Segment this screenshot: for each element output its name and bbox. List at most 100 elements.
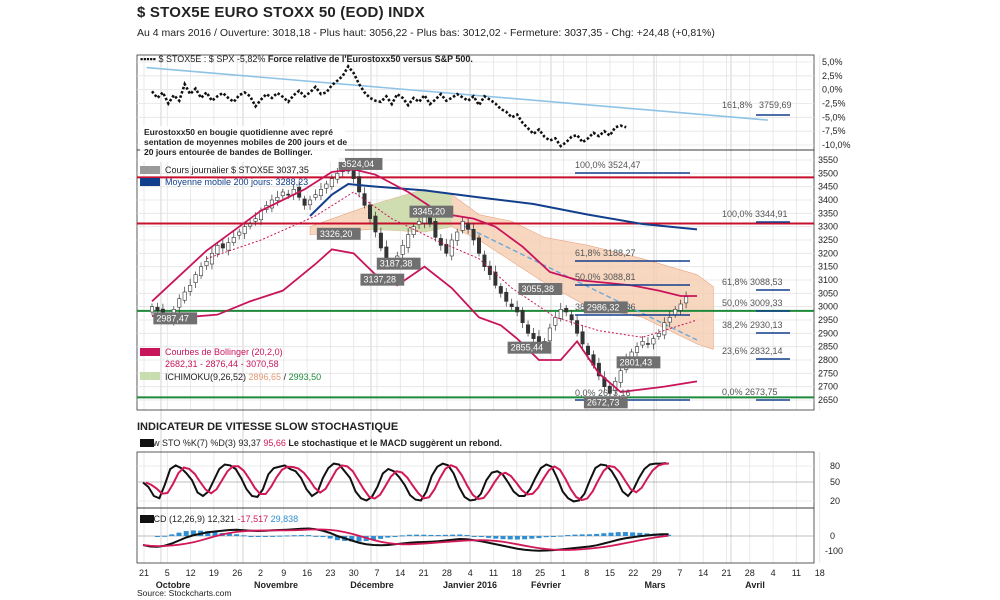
candle-body (318, 189, 323, 197)
price-legend-1: Moyenne mobile 200 jours: 3288,23 (165, 177, 308, 187)
candle-body (618, 370, 623, 383)
macd-hist-bar (399, 535, 405, 537)
price-tick-17: 2700 (818, 382, 838, 392)
macd-hist-bar (594, 533, 600, 536)
price-label-0-bg (338, 157, 383, 170)
x-tick-2: 12 (186, 568, 196, 578)
rs-tick-2: 0,0% (822, 85, 843, 95)
fib-label-3: 50,0% (575, 272, 603, 282)
x-tick-29: 18 (815, 568, 825, 578)
price-label-7-text: 2986,32 (587, 302, 620, 312)
macd-panel: 0 -100 MACD (12,26,9) 12,321 -17,517 29,83… (137, 514, 843, 556)
macd-hist-bar (176, 532, 182, 536)
macd-hist-bar (428, 534, 434, 536)
price-legend-box: Eurostoxx50 en bougie quotidienne avec r… (140, 126, 349, 162)
source-note: Source: Stockcharts.com (137, 588, 232, 598)
candle-body (656, 333, 661, 337)
candle-body (335, 173, 340, 180)
candle-body (526, 324, 531, 334)
macd-hist-bar (277, 535, 283, 537)
fib-level-1: 100,0% 3344,91 (722, 209, 788, 219)
macd-hist-bar (320, 536, 326, 538)
price-label-7-bg (583, 301, 628, 314)
x-tick-27: 4 (771, 568, 776, 578)
candle-body (313, 194, 318, 198)
candle-body (231, 237, 236, 243)
sto-legend-k: Slow STO %K(7) %D(3) 93,37 (140, 438, 263, 448)
macd-hist-bar (471, 535, 477, 537)
candle-body (498, 286, 503, 294)
macd-hist-bar (457, 534, 463, 536)
x-tick-18: 1 (561, 568, 566, 578)
price-tick-9: 3100 (818, 275, 838, 285)
candle-body (182, 291, 187, 301)
rs-tick-3: -2,5% (822, 99, 846, 109)
macd-hist-bar (212, 532, 218, 536)
chart-title: $ STOX5E EURO STOXX 50 (EOD) INDX (137, 4, 425, 21)
candle-body (215, 245, 220, 255)
macd-hist-bar (291, 535, 297, 537)
macd-hist-bar (514, 536, 520, 540)
x-tick-9: 30 (349, 568, 359, 578)
macd-swatch (140, 515, 154, 523)
macd-hist-bar (435, 534, 441, 536)
candle-body (308, 199, 313, 206)
macd-hist-bar (507, 536, 513, 540)
x-tick-8: 23 (325, 568, 335, 578)
x-tick-16: 18 (512, 568, 522, 578)
candle-body (466, 223, 471, 230)
macd-hist-bar (284, 535, 290, 537)
candle-body (378, 232, 383, 249)
price-label-2-bg (316, 227, 361, 240)
macd-hist-bar (486, 536, 492, 538)
x-month-5: Mars (644, 580, 665, 590)
candle-body (384, 246, 389, 259)
candle-body (580, 331, 585, 345)
price-label-10: 2672,73 (583, 396, 628, 409)
x-tick-1: 5 (165, 568, 170, 578)
candle-body (373, 215, 378, 233)
price-label-1-text: 3345,20 (413, 207, 446, 217)
dashed-trendline (462, 224, 698, 341)
candle-body (242, 226, 247, 234)
sto-d-line (145, 462, 670, 502)
fib-level-3: 50,0% 3088,81 (575, 272, 636, 282)
price-label-10-text: 2672,73 (587, 397, 620, 407)
candle-body (275, 197, 280, 201)
fib-value-10: 2673,75 (745, 387, 778, 397)
macd-legend: MACD (12,26,9) 12,321 -17,517 29,838 (140, 514, 298, 524)
price-label-0: 3524,04 (338, 157, 383, 170)
candle-body (509, 303, 514, 307)
macd-hist-bar (162, 535, 168, 537)
legend-box-line-0: Eurostoxx50 en bougie quotidienne avec r… (144, 127, 333, 137)
x-tick-11: 14 (395, 568, 405, 578)
fib-level-0: 100,0% 3524,47 (575, 160, 641, 170)
candle-body (329, 178, 334, 187)
price-tick-2: 3450 (818, 182, 838, 192)
candle-body (302, 198, 307, 206)
price-label-5-text: 2987,47 (156, 313, 189, 323)
price-tick-12: 2950 (818, 315, 838, 325)
ma200-line (309, 182, 698, 231)
rs-legend: ▪▪▪▪▪ $ STOX5E : $ SPX -5,82% Force rela… (140, 54, 473, 64)
price-tick-11: 3000 (818, 302, 838, 312)
sto-note: Le stochastique et le MACD suggèrent un … (286, 438, 502, 448)
rs-fib-value: 3759,69 (759, 100, 792, 110)
x-tick-17: 25 (535, 568, 545, 578)
macd-line (142, 527, 669, 552)
macd-hist-bar (313, 535, 319, 537)
price-tick-8: 3150 (818, 262, 838, 272)
candle-body (220, 243, 225, 249)
macd-legend-signal: -17,517 (238, 514, 271, 524)
candle-body (684, 296, 689, 304)
rs-fib-label: 161,8% (722, 100, 753, 110)
x-tick-21: 22 (628, 568, 638, 578)
macd-hist-bar (442, 534, 448, 536)
macd-hist-bar (630, 532, 636, 536)
price-tick-3: 3400 (818, 195, 838, 205)
candle-body (547, 327, 552, 342)
price-legend-swatch-0 (140, 166, 160, 174)
macd-hist-bar (586, 534, 592, 536)
macd-hist-bar (500, 536, 506, 540)
